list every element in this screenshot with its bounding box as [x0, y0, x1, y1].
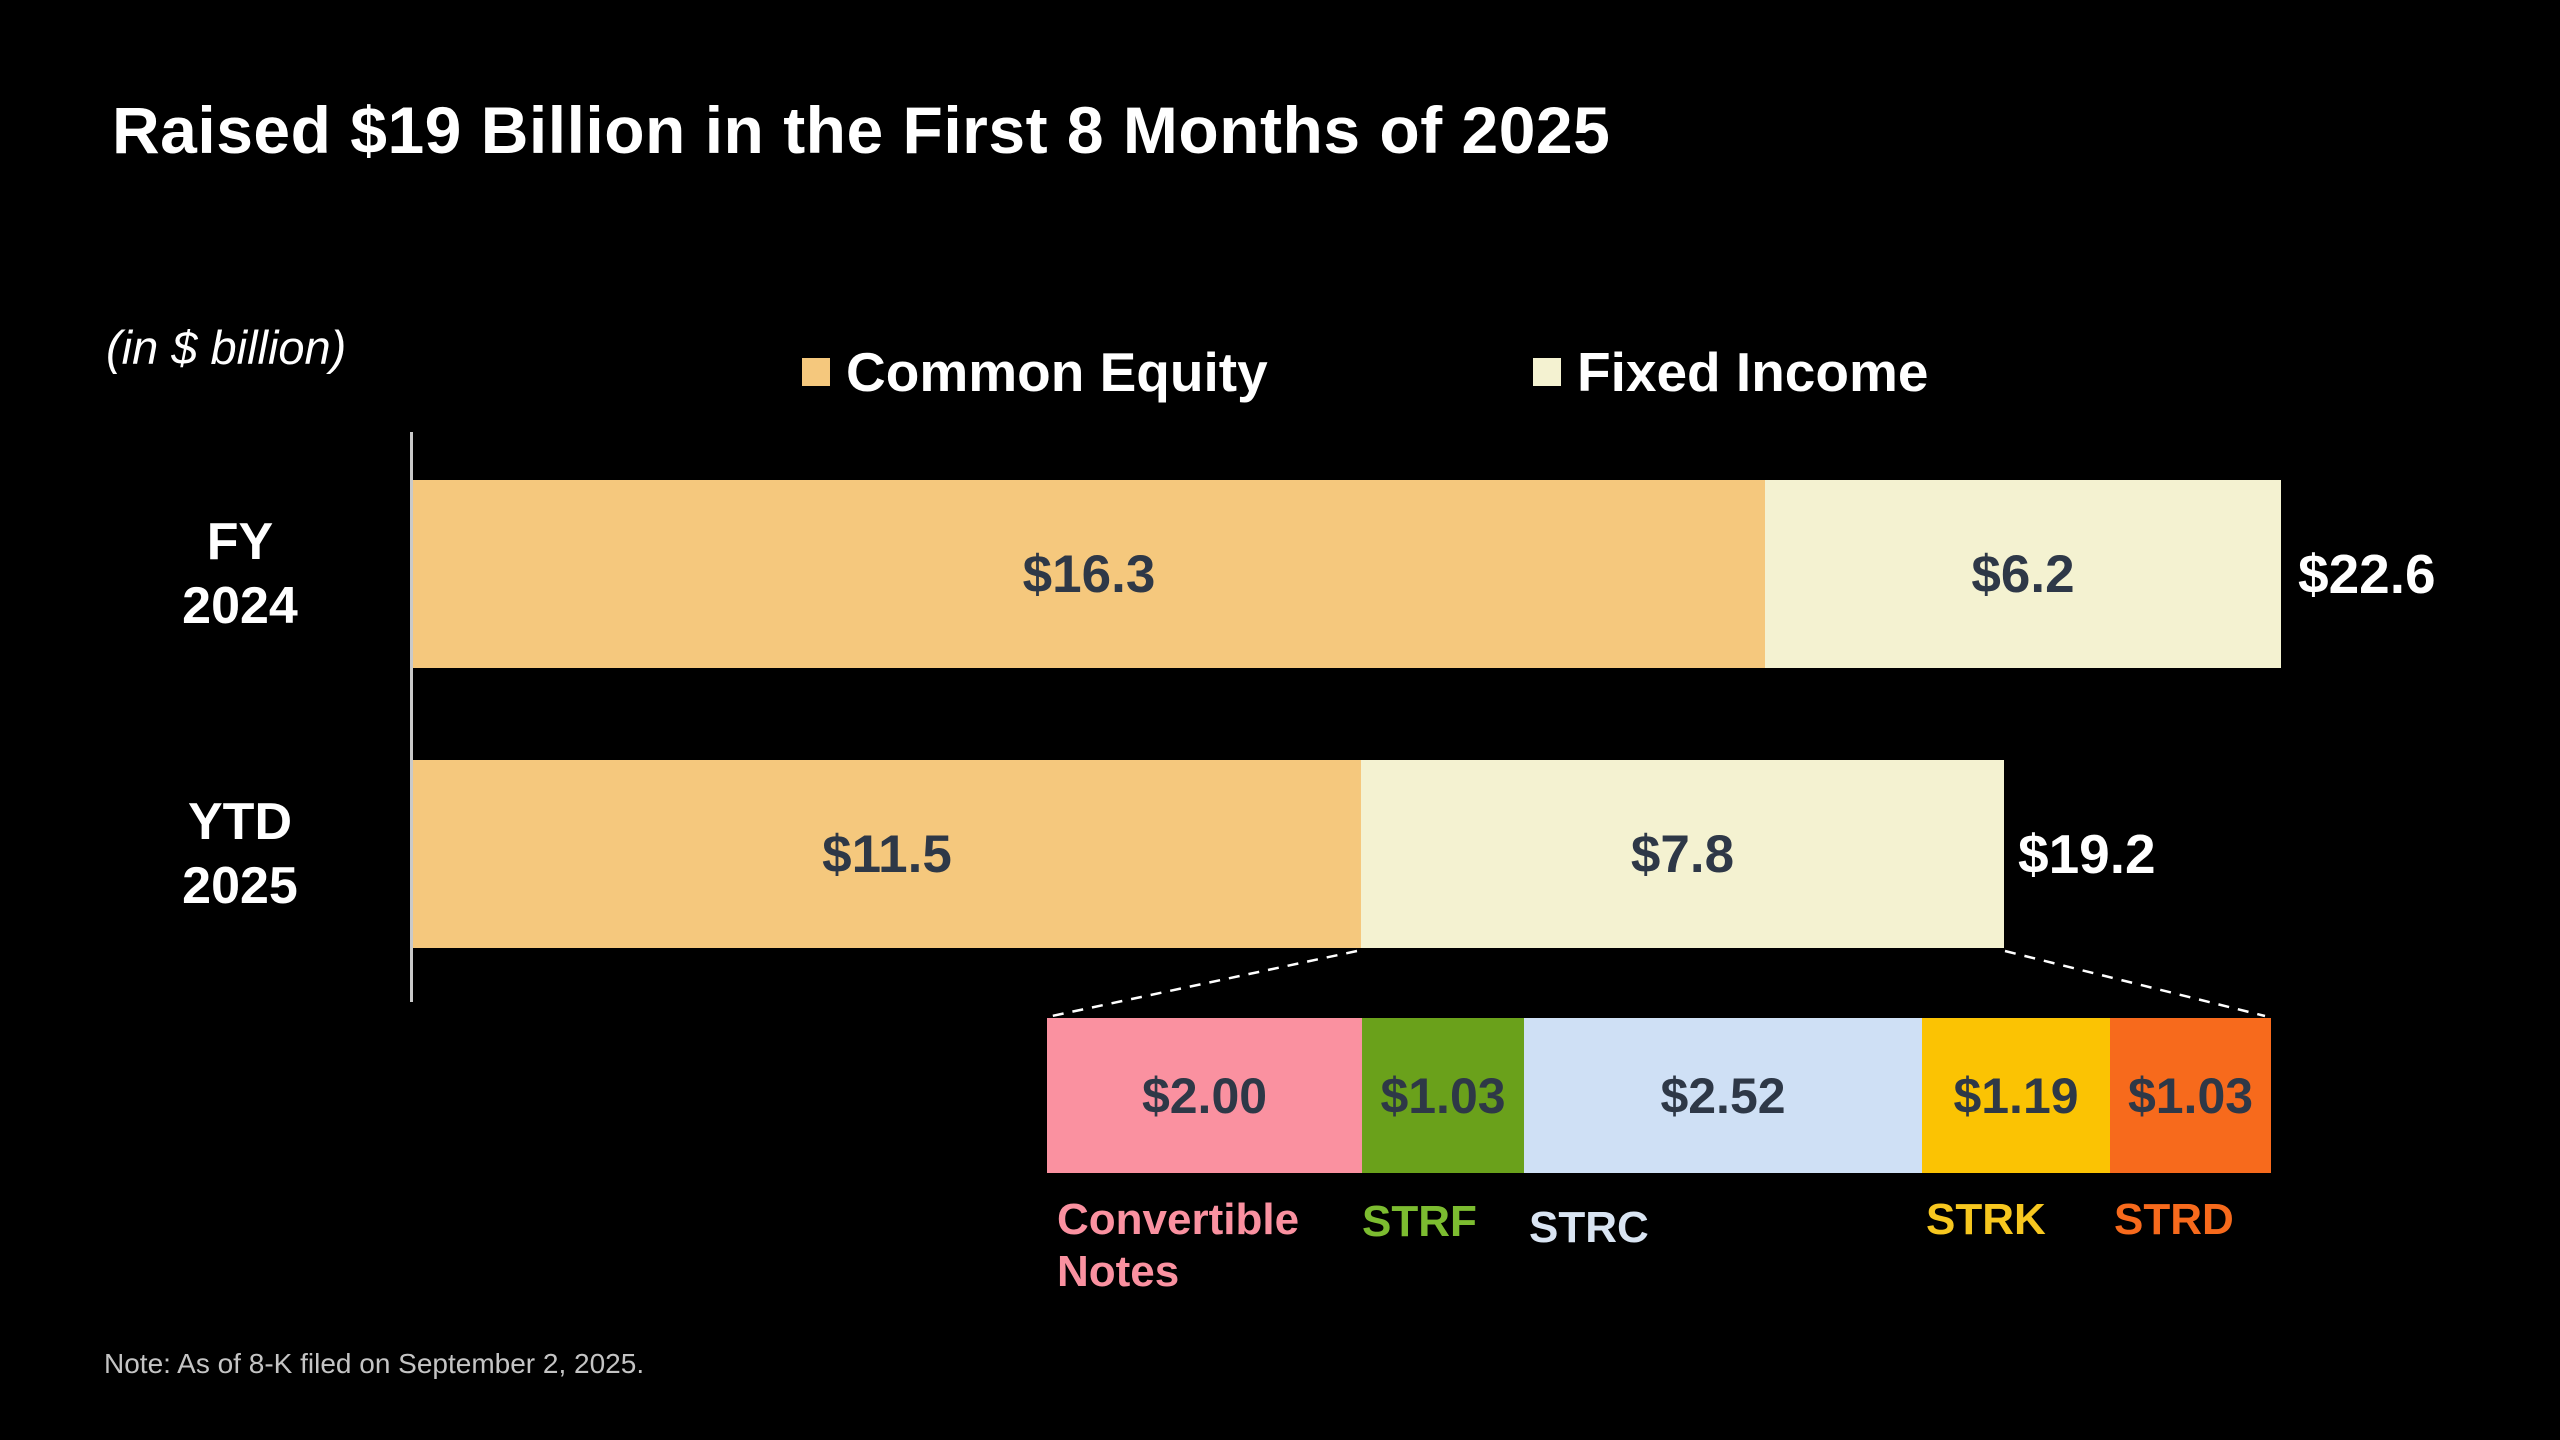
- breakdown-bar: $2.00 $1.03 $2.52 $1.19 $1.03: [1047, 1018, 2271, 1173]
- legend-item-fixed-income: Fixed Income: [1533, 341, 1929, 403]
- value-label-strc: $2.52: [1660, 1067, 1786, 1124]
- value-label-strf: $1.03: [1380, 1067, 1506, 1124]
- common-equity-swatch-icon: [802, 358, 830, 386]
- breakdown-segment-strf: $1.03: [1362, 1018, 1524, 1173]
- breakdown-segment-strd: $1.03: [2110, 1018, 2271, 1173]
- breakdown-segment-strk: $1.19: [1922, 1018, 2110, 1173]
- total-label-fy-2024: $22.6: [2298, 543, 2436, 605]
- category-label-line: YTD: [188, 793, 292, 851]
- breakdown-label-strk: STRK: [1926, 1195, 2046, 1244]
- bar-ytd-2025: $11.5 $7.8: [413, 760, 2004, 948]
- units-label: (in $ billion): [106, 321, 347, 374]
- legend-label-common-equity: Common Equity: [846, 341, 1268, 403]
- value-label-ytd2025-fixed-income: $7.8: [1630, 824, 1735, 884]
- value-label-strk: $1.19: [1953, 1067, 2079, 1124]
- breakdown-segment-convertible-notes: $2.00: [1047, 1018, 1362, 1173]
- value-label-ytd2025-common-equity: $11.5: [822, 824, 952, 884]
- bar-segment-fy2024-common-equity: $16.3: [413, 480, 1765, 668]
- category-label-ytd-2025: YTD 2025: [100, 760, 380, 948]
- footnote: Note: As of 8-K filed on September 2, 20…: [104, 1348, 645, 1379]
- value-label-fy2024-fixed-income: $6.2: [1971, 544, 2075, 604]
- breakdown-segment-strc: $2.52: [1524, 1018, 1922, 1173]
- category-label-line: 2025: [182, 857, 298, 915]
- category-label-fy-2024: FY 2024: [100, 480, 380, 668]
- breakdown-label-strc: STRC: [1529, 1203, 1649, 1252]
- breakdown-label-strf: STRF: [1362, 1197, 1477, 1246]
- value-label-convertible-notes: $2.00: [1141, 1067, 1268, 1124]
- bar-fy-2024: $16.3 $6.2: [413, 480, 2281, 668]
- total-label-ytd-2025: $19.2: [2018, 823, 2156, 885]
- value-label-strd: $1.03: [2127, 1067, 2254, 1124]
- legend-label-fixed-income: Fixed Income: [1577, 341, 1929, 403]
- legend-item-common-equity: Common Equity: [802, 341, 1268, 403]
- breakdown-label-convertible-notes: Convertible Notes: [1057, 1195, 1300, 1296]
- connector-line-right: [2004, 949, 2266, 1018]
- category-label-line: FY: [206, 513, 274, 571]
- fixed-income-swatch-icon: [1533, 358, 1561, 386]
- connector-line-left: [1051, 949, 1358, 1018]
- breakdown-label-strd: STRD: [2114, 1195, 2234, 1244]
- bar-segment-ytd2025-common-equity: $11.5: [413, 760, 1361, 948]
- page-title: Raised $19 Billion in the First 8 Months…: [112, 93, 1611, 167]
- bar-segment-fy2024-fixed-income: $6.2: [1765, 480, 2281, 668]
- value-label-fy2024-common-equity: $16.3: [1022, 544, 1156, 604]
- bar-segment-ytd2025-fixed-income: $7.8: [1361, 760, 2004, 948]
- y-axis-line: [410, 432, 413, 1002]
- category-label-line: 2024: [182, 577, 298, 635]
